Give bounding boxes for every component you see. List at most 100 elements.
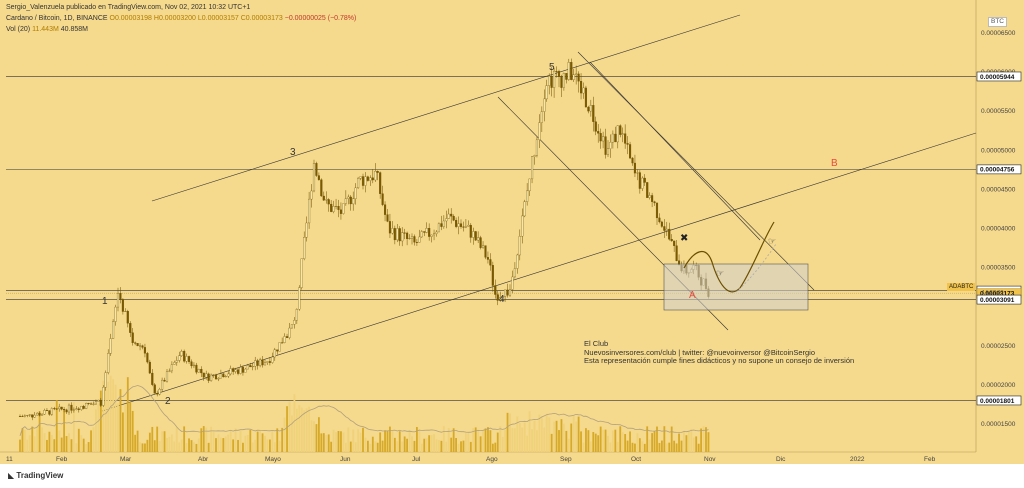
volume-bar xyxy=(357,429,359,452)
upper-channel-line xyxy=(151,14,741,202)
volume-bar xyxy=(134,434,137,452)
volume-bar xyxy=(673,440,676,452)
candle-body xyxy=(469,224,472,238)
volume-bar xyxy=(273,442,276,452)
candle-body xyxy=(161,379,164,390)
volume-bar xyxy=(95,409,97,452)
candle-body xyxy=(126,311,129,324)
candle-body xyxy=(104,372,107,388)
volume-bar xyxy=(563,423,565,452)
volume-bar xyxy=(92,427,95,452)
candle-body xyxy=(643,177,646,183)
candle-body xyxy=(136,343,139,347)
volume-bar xyxy=(487,427,489,452)
volume-bar xyxy=(533,420,536,452)
volume-bar xyxy=(707,432,710,452)
currency-badge[interactable]: BTC xyxy=(988,17,1007,27)
candle-body xyxy=(75,408,78,410)
candle-body xyxy=(97,399,100,402)
volume-bar xyxy=(577,416,580,452)
candle-body xyxy=(631,157,634,164)
candle-body xyxy=(455,220,458,227)
volume-bar xyxy=(249,429,252,452)
price-tick-label: 0.00002500 xyxy=(981,343,1016,350)
price-tick-label: 0.00004500 xyxy=(981,186,1016,193)
volume-bar xyxy=(215,438,217,452)
volume-bar xyxy=(700,428,702,452)
volume-line: Vol (20) 11.443M 40.858M xyxy=(6,25,88,34)
candle-body xyxy=(342,203,345,214)
volume-bar xyxy=(479,436,482,452)
volume-bar xyxy=(261,433,264,452)
volume-bar xyxy=(521,427,524,452)
candle-body xyxy=(259,359,262,366)
volume-bar xyxy=(146,439,149,452)
volume-bar xyxy=(389,426,391,452)
volume-bar xyxy=(347,427,350,452)
candle-body xyxy=(410,236,414,239)
volume-bar xyxy=(670,426,673,452)
volume-bar xyxy=(687,431,690,452)
volume-bar xyxy=(420,443,423,452)
candle-body xyxy=(354,187,357,199)
price-tick-label: 0.00002000 xyxy=(981,382,1016,389)
volume-bar xyxy=(26,439,29,452)
candle-body xyxy=(173,362,176,365)
candle-body xyxy=(239,367,242,374)
down-channel-mid xyxy=(589,61,761,241)
candle-body xyxy=(55,408,58,410)
volume-bar xyxy=(585,428,587,452)
volume-bar xyxy=(46,439,48,452)
volume-bar xyxy=(438,440,440,452)
candle-body xyxy=(263,362,267,366)
candle-body xyxy=(109,338,112,354)
volume-bar xyxy=(680,440,683,452)
candle-body xyxy=(616,125,619,143)
volume-bar xyxy=(227,434,230,452)
volume-bar xyxy=(379,432,382,452)
volume-bar xyxy=(484,428,487,452)
candle-body xyxy=(401,232,404,242)
candle-body xyxy=(499,297,502,301)
candle-body xyxy=(124,311,127,312)
candle-body xyxy=(82,405,85,409)
volume-bar xyxy=(391,430,394,452)
vol-label[interactable]: Vol (20) xyxy=(6,26,31,33)
volume-bar xyxy=(636,433,639,452)
candle-body xyxy=(285,336,289,338)
volume-bar xyxy=(465,432,467,452)
candle-body xyxy=(636,172,639,174)
volume-bar xyxy=(648,439,651,452)
volume-bar xyxy=(445,441,448,452)
candle-body xyxy=(651,195,654,202)
candle-body xyxy=(276,349,279,352)
symbol-name[interactable]: Cardano / Bitcoin, 1D, BINANCE xyxy=(6,15,108,22)
volume-bar xyxy=(570,423,573,452)
volume-bar xyxy=(99,390,102,452)
volume-bar xyxy=(200,428,203,452)
date-tick-label: Oct xyxy=(631,456,641,463)
volume-bar xyxy=(416,427,418,452)
date-tick-label: Feb xyxy=(924,456,936,463)
wave-label-A: A xyxy=(689,290,696,301)
tradingview-logo[interactable]: ◣ TradingView xyxy=(8,471,63,480)
volume-bar xyxy=(300,407,303,452)
volume-bar xyxy=(367,440,369,452)
horizontal-levels xyxy=(6,76,976,401)
volume-ma-line xyxy=(19,385,709,437)
ohlc-open: O0.00003198 xyxy=(109,15,152,22)
date-tick-label: Mayo xyxy=(265,456,281,463)
wave-label-B: B xyxy=(831,158,838,169)
price-axis[interactable]: 0.000065000.000060000.000055000.00005000… xyxy=(981,30,1016,428)
date-tick-label: Abr xyxy=(198,456,209,463)
volume-bar xyxy=(246,435,249,452)
volume-bar xyxy=(423,438,426,452)
volume-bar xyxy=(602,429,604,452)
volume-bar xyxy=(430,435,433,452)
volume-bar xyxy=(283,417,286,452)
volume-bar xyxy=(141,443,144,452)
volume-bar xyxy=(75,443,78,452)
price-tick-label: 0.00006500 xyxy=(981,30,1016,37)
candle-body xyxy=(236,369,240,374)
date-axis[interactable]: 11 Feb Mar Abr Mayo Jun Jul Ago Sep Oct Nov Dic 2022… xyxy=(6,456,936,463)
